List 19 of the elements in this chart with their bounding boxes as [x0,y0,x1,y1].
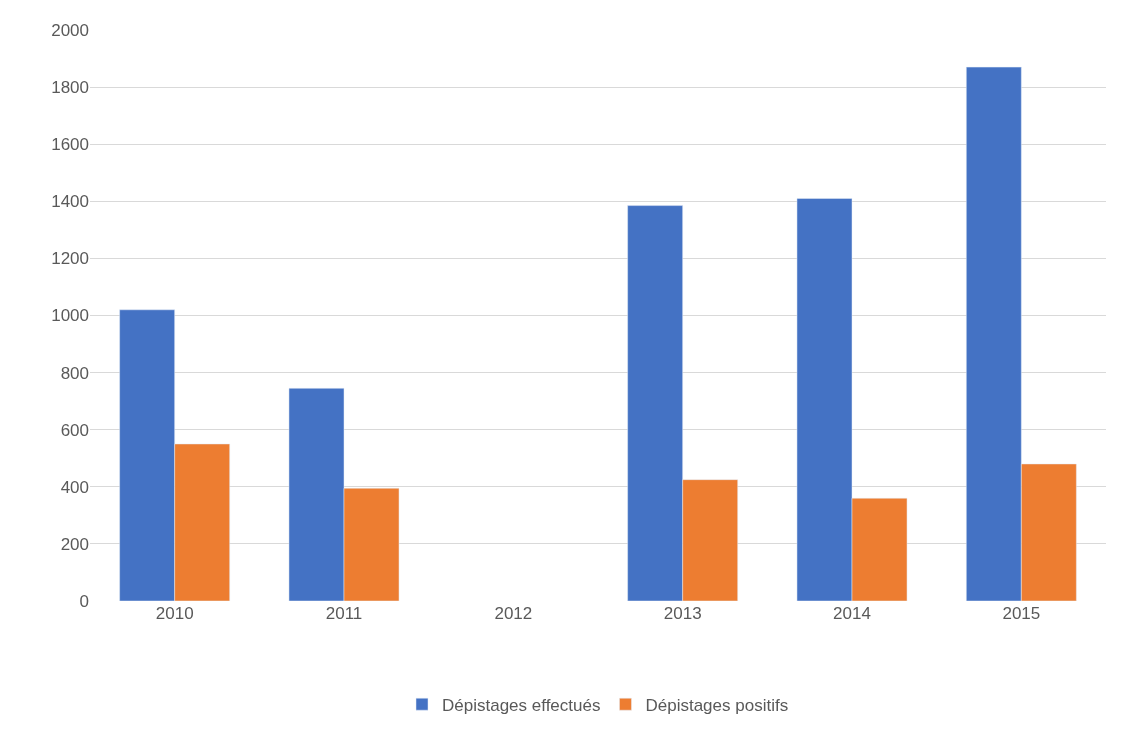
y-tick-label: 1600 [51,135,89,155]
x-tick-label: 2015 [1002,604,1041,623]
y-tick-label: 1200 [51,249,89,269]
x-tick-label: 2014 [833,604,871,623]
y-tick-label: 600 [60,420,89,440]
x-tick-label: 2011 [325,604,363,623]
x-tick-label: 2013 [663,604,702,623]
y-tick-label: 0 [79,591,89,611]
y-tick-label: 1800 [51,78,89,98]
y-tick-label: 2000 [51,20,89,40]
y-tick-label: 400 [60,477,89,497]
y-tick-label: 200 [60,534,89,554]
legend-label: Dépistages positifs [645,695,789,715]
y-tick-label: 1400 [51,192,89,212]
x-tick-label: 2012 [494,604,533,623]
y-tick-label: 800 [60,363,89,383]
legend-label: Dépistages effectués [442,695,601,715]
x-tick-label: 2010 [155,604,194,623]
y-tick-label: 1000 [51,306,89,326]
